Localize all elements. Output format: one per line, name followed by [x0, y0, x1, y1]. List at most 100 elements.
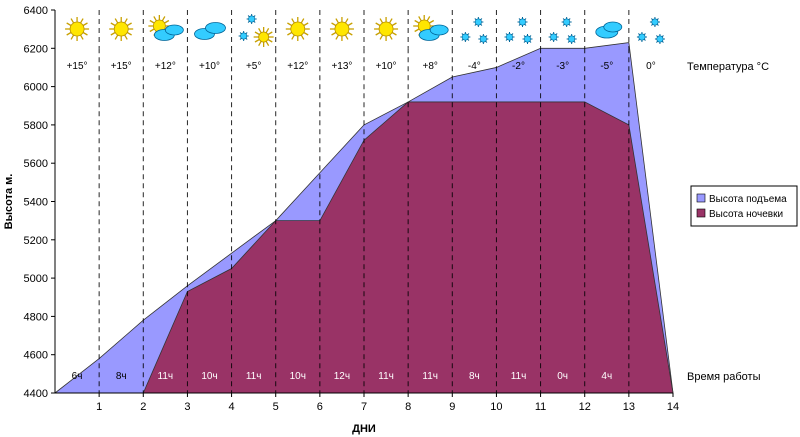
sun-ray [426, 16, 431, 22]
work-hours-day-4: 10ч [201, 371, 217, 382]
x-axis-title: ДНИ [352, 423, 376, 435]
sun-ray [258, 28, 262, 33]
sun-ray [287, 22, 293, 27]
x-tick-label: 8 [405, 401, 411, 413]
temperature-day-12: -3° [556, 61, 569, 72]
temperature-day-7: +13° [331, 61, 352, 72]
sun-disc [334, 21, 350, 37]
sun-ray [379, 34, 384, 40]
y-tick-label: 6200 [24, 43, 48, 55]
x-tick-label: 7 [361, 401, 367, 413]
temperature-day-11: -2° [512, 61, 525, 72]
sun-ray [254, 38, 260, 43]
legend-label-1: Высота ночевки [709, 209, 783, 220]
snowflake-core [563, 18, 571, 26]
work-hours-day-7: 12ч [334, 371, 350, 382]
work-hours-day-9: 11ч [422, 371, 438, 382]
sun-ray [124, 34, 128, 40]
x-tick-label: 14 [667, 401, 679, 413]
weather-row [65, 14, 665, 47]
sun-ray [267, 31, 273, 36]
sun-ray [389, 18, 393, 24]
y-tick-label: 5000 [24, 273, 48, 285]
sun-ray [391, 22, 397, 27]
y-tick-label: 4600 [24, 350, 48, 362]
x-tick-label: 12 [579, 401, 591, 413]
sun-ray [153, 16, 157, 22]
sun-ray [414, 28, 420, 33]
sun-ray [335, 18, 339, 24]
cloud-shape [205, 22, 226, 34]
sun-ray [331, 31, 337, 36]
sun-ray [126, 22, 132, 27]
cloud-shape [164, 24, 184, 36]
sun-ray [161, 16, 166, 22]
snowflake-core [656, 35, 664, 43]
y-axis-title: Высота м. [3, 174, 15, 230]
sun-ray [331, 22, 337, 27]
sun-ray [389, 34, 393, 40]
temperature-day-1: +15° [67, 61, 88, 72]
temperature-day-14: 0° [646, 61, 656, 72]
sun-ray [303, 22, 309, 27]
x-tick-label: 5 [273, 401, 279, 413]
sun-ray [267, 38, 273, 43]
sun-icon [109, 17, 134, 41]
temperature-day-6: +12° [287, 61, 308, 72]
sun-ray [258, 41, 262, 46]
work-hours-day-10: 8ч [469, 371, 480, 382]
snow-icon [548, 17, 577, 44]
sun-ray [82, 31, 88, 36]
snowflake-core [248, 15, 256, 23]
axes: 4400 4600 4800 5000 5200 5400 5600 5800 6000 6200… [24, 5, 680, 413]
sun-ray [164, 19, 170, 24]
snowflake-core [568, 35, 576, 43]
sun-disc [258, 31, 270, 43]
sun-ray [126, 31, 132, 36]
sun-ray [429, 19, 435, 24]
snow-cloud-icon [595, 21, 623, 39]
sun-disc [290, 21, 306, 37]
y-tick-label: 4800 [24, 311, 48, 323]
sun-ray [149, 28, 155, 33]
snow-icon [636, 17, 665, 44]
sun-ray [344, 18, 349, 24]
legend: Высота подъема Высота ночевки [690, 185, 798, 227]
sun-ray [70, 34, 75, 40]
sun-ray [70, 18, 75, 24]
cloud-icon [194, 22, 226, 40]
snowflake-core [474, 18, 482, 26]
temperature-day-9: +8° [423, 61, 438, 72]
y-tick-label: 5800 [24, 120, 48, 132]
snowflake-core [550, 33, 558, 41]
sun-ray [291, 34, 295, 40]
temperature-day-5: +5° [246, 61, 261, 72]
sun-disc [378, 21, 394, 37]
sun-ray [375, 22, 381, 27]
x-tick-label: 10 [490, 401, 502, 413]
work-hours-day-12: 0ч [557, 371, 568, 382]
snow-sun-icon [238, 14, 274, 47]
work-hours-day-11: 11ч [511, 371, 527, 382]
y-tick-label: 6000 [24, 82, 48, 94]
sun-ray [114, 18, 119, 24]
snowflake-core [638, 33, 646, 41]
sun-ray [291, 18, 295, 24]
snow-icon [460, 17, 489, 44]
sun-icon [374, 17, 399, 41]
work-hours-day-2: 8ч [116, 371, 127, 382]
x-tick-label: 1 [96, 401, 102, 413]
temperature-day-2: +15° [111, 61, 132, 72]
y-tick-label: 4400 [24, 388, 48, 400]
snowflake-core [505, 33, 513, 41]
temperature-day-13: -5° [600, 61, 613, 72]
x-tick-label: 6 [317, 401, 323, 413]
temperature-row: +15° +15° +12° +10° +5° +12° +13° +10° +8° -4° -2°… [67, 61, 656, 72]
sun-icon [285, 17, 310, 41]
work-hours-day-8: 11ч [378, 371, 394, 382]
work-hours-day-13: 4ч [601, 371, 612, 382]
work-hours-day-3: 11ч [158, 371, 174, 382]
work-hours-day-6: 10ч [290, 371, 306, 382]
sun-ray [344, 34, 349, 40]
snowflake-core [651, 18, 659, 26]
